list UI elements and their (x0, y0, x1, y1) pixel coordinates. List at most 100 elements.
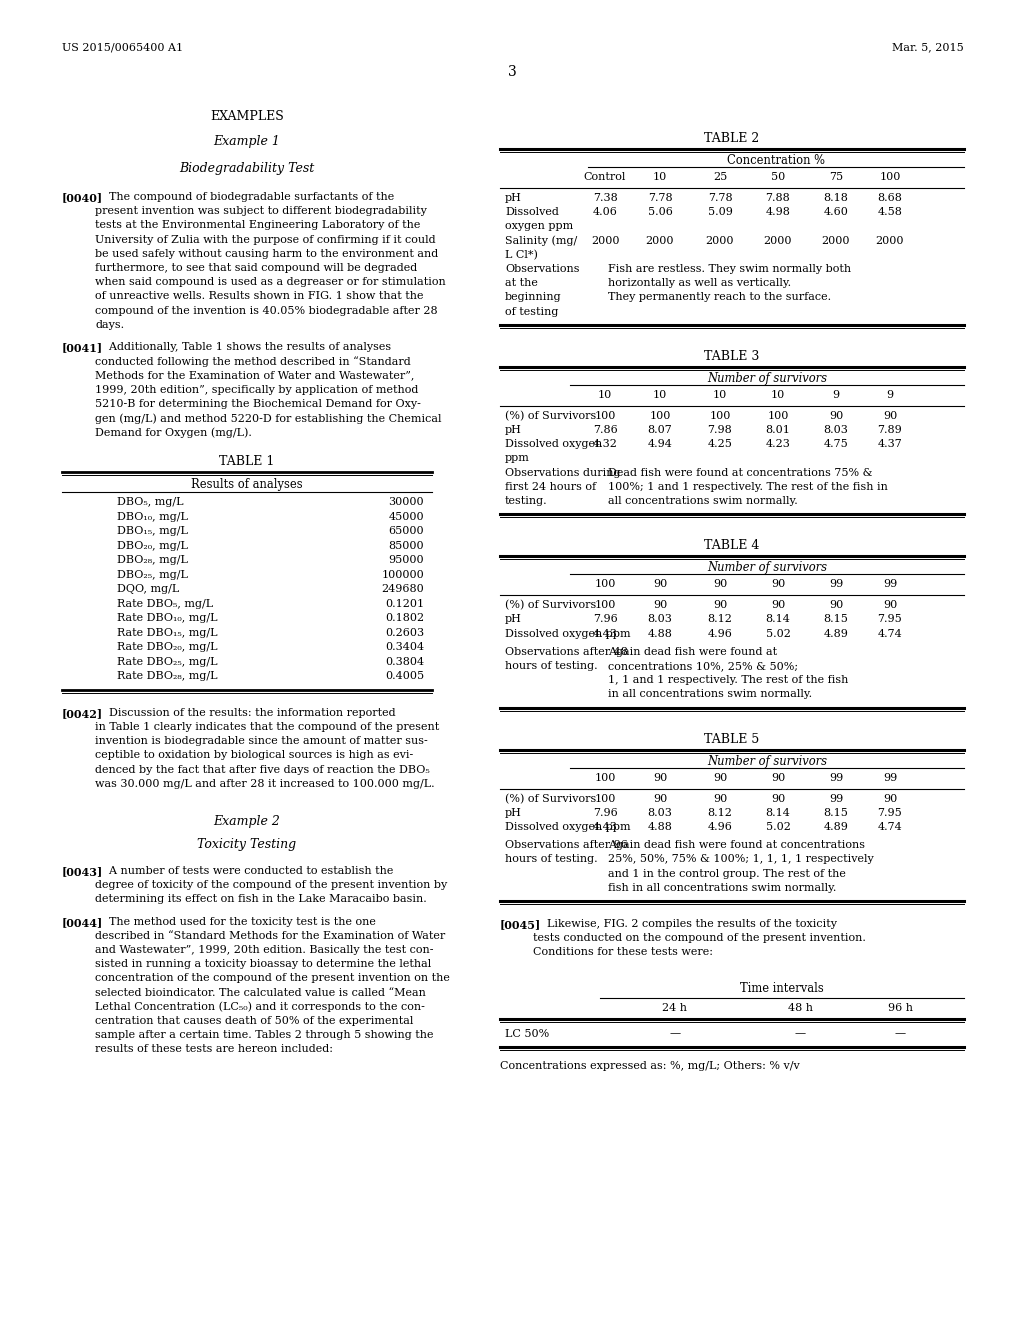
Text: 90: 90 (883, 601, 897, 610)
Text: 48 h: 48 h (787, 1003, 812, 1012)
Text: —: — (795, 1028, 806, 1039)
Text: TABLE 3: TABLE 3 (705, 350, 760, 363)
Text: 9: 9 (833, 389, 840, 400)
Text: Salinity (mg/: Salinity (mg/ (505, 235, 578, 246)
Text: 4.89: 4.89 (823, 628, 849, 639)
Text: 8.01: 8.01 (766, 425, 791, 436)
Text: present invention was subject to different biodegradability: present invention was subject to differe… (95, 206, 427, 216)
Text: be used safely without causing harm to the environment and: be used safely without causing harm to t… (95, 248, 438, 259)
Text: Observations during: Observations during (505, 467, 621, 478)
Text: results of these tests are hereon included:: results of these tests are hereon includ… (95, 1044, 333, 1055)
Text: conducted following the method described in “Standard: conducted following the method described… (95, 356, 411, 367)
Text: 5.02: 5.02 (766, 628, 791, 639)
Text: The compound of biodegradable surfactants of the: The compound of biodegradable surfactant… (95, 191, 394, 202)
Text: Lethal Concentration (LC₅₀) and it corresponds to the con-: Lethal Concentration (LC₅₀) and it corre… (95, 1002, 425, 1012)
Text: 4.74: 4.74 (878, 628, 902, 639)
Text: 2000: 2000 (591, 235, 620, 246)
Text: 95000: 95000 (388, 556, 424, 565)
Text: 90: 90 (828, 411, 843, 421)
Text: furthermore, to see that said compound will be degraded: furthermore, to see that said compound w… (95, 263, 417, 273)
Text: 90: 90 (883, 411, 897, 421)
Text: 7.78: 7.78 (708, 193, 732, 203)
Text: oxygen ppm: oxygen ppm (505, 222, 573, 231)
Text: 4.23: 4.23 (766, 440, 791, 449)
Text: 8.14: 8.14 (766, 614, 791, 624)
Text: 99: 99 (828, 772, 843, 783)
Text: 2000: 2000 (764, 235, 793, 246)
Text: Dead fish were found at concentrations 75% &: Dead fish were found at concentrations 7… (608, 467, 872, 478)
Text: 8.12: 8.12 (708, 614, 732, 624)
Text: 8.68: 8.68 (878, 193, 902, 203)
Text: Conditions for these tests were:: Conditions for these tests were: (534, 948, 713, 957)
Text: 5210-B for determining the Biochemical Demand for Oxy-: 5210-B for determining the Biochemical D… (95, 399, 421, 409)
Text: 0.3804: 0.3804 (385, 657, 424, 667)
Text: 25%, 50%, 75% & 100%; 1, 1, 1, 1 respectively: 25%, 50%, 75% & 100%; 1, 1, 1, 1 respect… (608, 854, 873, 865)
Text: 100: 100 (767, 411, 788, 421)
Text: all concentrations swim normally.: all concentrations swim normally. (608, 496, 798, 506)
Text: fish in all concentrations swim normally.: fish in all concentrations swim normally… (608, 883, 837, 892)
Text: 4.60: 4.60 (823, 207, 849, 218)
Text: 4.96: 4.96 (708, 628, 732, 639)
Text: DBO₂₅, mg/L: DBO₂₅, mg/L (117, 570, 187, 579)
Text: US 2015/0065400 A1: US 2015/0065400 A1 (62, 42, 183, 51)
Text: —: — (894, 1028, 905, 1039)
Text: 90: 90 (713, 793, 727, 804)
Text: days.: days. (95, 319, 124, 330)
Text: pH: pH (505, 808, 522, 818)
Text: denced by the fact that after five days of reaction the DBO₅: denced by the fact that after five days … (95, 764, 430, 775)
Text: 4.98: 4.98 (766, 207, 791, 218)
Text: selected bioindicator. The calculated value is called “Mean: selected bioindicator. The calculated va… (95, 987, 426, 998)
Text: 50: 50 (771, 172, 785, 182)
Text: 8.15: 8.15 (823, 808, 849, 818)
Text: 2000: 2000 (876, 235, 904, 246)
Text: Results of analyses: Results of analyses (191, 478, 303, 491)
Text: 10: 10 (713, 389, 727, 400)
Text: 100: 100 (594, 793, 615, 804)
Text: 90: 90 (653, 793, 667, 804)
Text: 7.95: 7.95 (878, 808, 902, 818)
Text: of testing: of testing (505, 306, 558, 317)
Text: 0.4005: 0.4005 (385, 672, 424, 681)
Text: when said compound is used as a degreaser or for stimulation: when said compound is used as a degrease… (95, 277, 445, 288)
Text: 99: 99 (828, 793, 843, 804)
Text: EXAMPLES: EXAMPLES (210, 110, 284, 123)
Text: Toxicity Testing: Toxicity Testing (198, 838, 297, 851)
Text: 1999, 20th edition”, specifically by application of method: 1999, 20th edition”, specifically by app… (95, 384, 419, 395)
Text: described in “Standard Methods for the Examination of Water: described in “Standard Methods for the E… (95, 931, 445, 941)
Text: pH: pH (505, 193, 522, 203)
Text: L Cl*): L Cl*) (505, 249, 538, 260)
Text: Number of survivors: Number of survivors (707, 372, 827, 385)
Text: 4.43: 4.43 (593, 822, 617, 832)
Text: DBO₁₀, mg/L: DBO₁₀, mg/L (117, 512, 187, 521)
Text: 3: 3 (508, 65, 516, 79)
Text: 8.03: 8.03 (647, 808, 673, 818)
Text: 2000: 2000 (821, 235, 850, 246)
Text: 249680: 249680 (381, 585, 424, 594)
Text: 4.25: 4.25 (708, 440, 732, 449)
Text: 90: 90 (771, 579, 785, 589)
Text: 99: 99 (883, 579, 897, 589)
Text: Control: Control (584, 172, 627, 182)
Text: of unreactive wells. Results shown in FIG. 1 show that the: of unreactive wells. Results shown in FI… (95, 292, 424, 301)
Text: Dissolved oxygen ppm: Dissolved oxygen ppm (505, 628, 631, 639)
Text: 90: 90 (713, 579, 727, 589)
Text: 4.32: 4.32 (593, 440, 617, 449)
Text: hours of testing.: hours of testing. (505, 661, 598, 671)
Text: 100: 100 (594, 579, 615, 589)
Text: pH: pH (505, 425, 522, 436)
Text: [0042]: [0042] (62, 708, 103, 719)
Text: degree of toxicity of the compound of the present invention by: degree of toxicity of the compound of th… (95, 880, 447, 890)
Text: 5.09: 5.09 (708, 207, 732, 218)
Text: [0044]: [0044] (62, 916, 103, 928)
Text: 7.88: 7.88 (766, 193, 791, 203)
Text: determining its effect on fish in the Lake Maracaibo basin.: determining its effect on fish in the La… (95, 895, 427, 904)
Text: 90: 90 (883, 793, 897, 804)
Text: gen (mg/L) and method 5220-D for establishing the Chemical: gen (mg/L) and method 5220-D for establi… (95, 413, 441, 424)
Text: DQO, mg/L: DQO, mg/L (117, 585, 179, 594)
Text: 90: 90 (771, 601, 785, 610)
Text: 8.14: 8.14 (766, 808, 791, 818)
Text: concentration of the compound of the present invention on the: concentration of the compound of the pre… (95, 973, 450, 983)
Text: 7.96: 7.96 (593, 614, 617, 624)
Text: 45000: 45000 (388, 512, 424, 521)
Text: 25: 25 (713, 172, 727, 182)
